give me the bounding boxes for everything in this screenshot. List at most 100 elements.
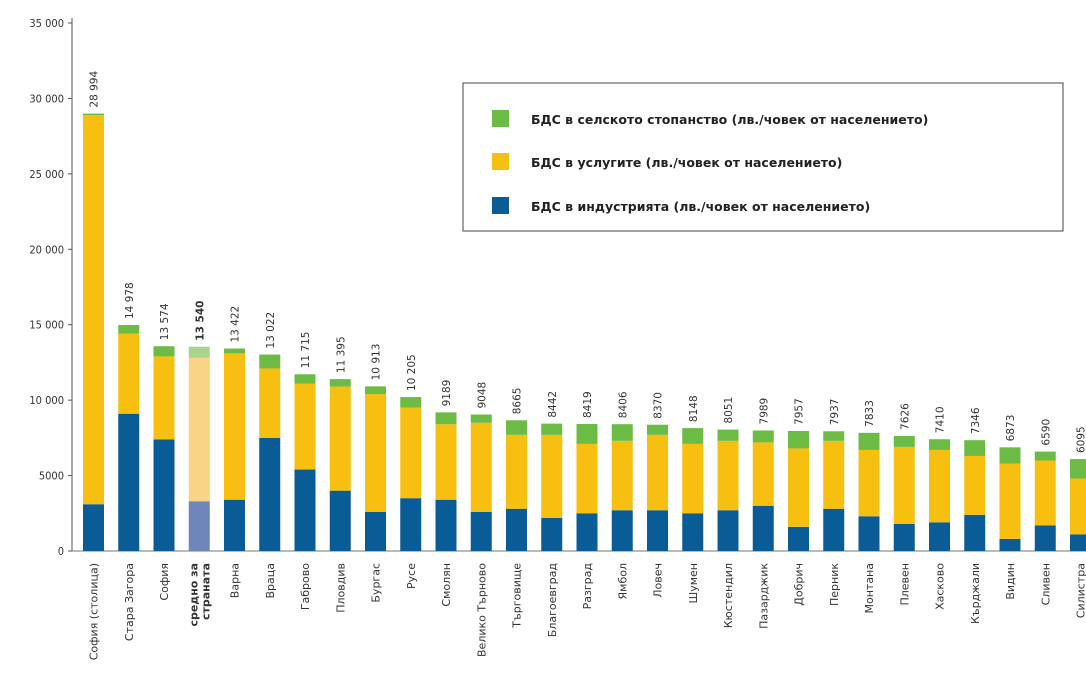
- bar-total-label: 6873: [1005, 415, 1017, 442]
- x-tick-label: Пловдив: [334, 563, 347, 613]
- x-tick-label: Разград: [581, 563, 594, 610]
- bar-segment-agriculture: [118, 325, 140, 334]
- x-tick-label: Кюстендил: [722, 563, 735, 628]
- bar-total-label: 11 395: [335, 336, 347, 373]
- bar-segment-industry: [682, 513, 704, 551]
- x-tick-label: Габрово: [299, 563, 312, 610]
- bar-segment-services: [752, 442, 774, 506]
- bar-total-label: 13 022: [265, 312, 277, 349]
- x-tick-label: Варна: [229, 563, 242, 598]
- bar-segment-industry: [294, 469, 316, 551]
- y-tick-label: 30 000: [29, 92, 64, 105]
- bar-segment-industry: [929, 522, 950, 551]
- bar-segment-services: [823, 440, 845, 509]
- bar-segment-industry: [717, 510, 739, 551]
- bar-segment-industry: [611, 510, 633, 551]
- bar-total-label: 7346: [970, 407, 982, 434]
- bar-segment-services: [788, 448, 809, 527]
- bar-segment-agriculture: [470, 414, 492, 423]
- bar-total-label: 8442: [547, 391, 559, 418]
- bar-total-label: 7989: [758, 398, 770, 425]
- bar-segment-agriculture: [224, 348, 245, 354]
- x-tick-label: Монтана: [863, 563, 876, 614]
- bar-segment-services: [224, 353, 245, 500]
- x-tick-label: Ямбол: [616, 563, 629, 600]
- bar-total-label: 11 715: [300, 332, 312, 369]
- bar-segment-industry: [647, 510, 668, 551]
- bar-segment-industry: [893, 523, 915, 551]
- bar-segment-agriculture: [929, 439, 950, 450]
- bar-total-label: 9048: [476, 382, 488, 409]
- bar-segment-services: [294, 383, 316, 470]
- bar-segment-agriculture: [1070, 459, 1086, 479]
- bars: [83, 113, 1086, 551]
- bar-segment-industry: [1070, 534, 1086, 551]
- bar-segment-industry: [224, 499, 245, 551]
- bar-segment-industry: [365, 511, 386, 551]
- x-tick-label: Сливен: [1039, 563, 1052, 605]
- bar-segment-services: [611, 440, 633, 511]
- x-tick-label: Добрич: [793, 563, 806, 606]
- legend-swatch-services: [492, 153, 509, 170]
- bar-total-label: 6095: [1076, 426, 1086, 453]
- bar-total-label: 7833: [864, 400, 876, 427]
- y-tick-label: 25 000: [29, 168, 64, 181]
- bar-segment-agriculture: [858, 432, 880, 450]
- bar-segment-services: [964, 455, 986, 515]
- bar-segment-industry: [329, 490, 351, 551]
- x-tick-label: Враца: [264, 563, 277, 599]
- bar-segment-services: [1034, 460, 1056, 526]
- legend-swatch-industry: [492, 197, 509, 214]
- bar-segment-services: [435, 424, 457, 500]
- bar-segment-services: [858, 449, 880, 517]
- bar-segment-agriculture: [1034, 451, 1056, 461]
- x-tick-label: Смолян: [440, 563, 453, 607]
- y-tick-label: 5000: [39, 470, 64, 483]
- bar-segment-services: [400, 407, 422, 499]
- x-tick-label: Русе: [405, 563, 418, 589]
- x-tick-label: София (столица): [88, 563, 101, 660]
- bar-segment-agriculture: [611, 424, 633, 441]
- bar-segment-industry: [118, 413, 140, 551]
- x-tick-label: Видин: [1004, 563, 1017, 600]
- legend-label-agriculture: БДС в селското стопанство (лв./човек от …: [531, 112, 928, 127]
- y-tick-label: 15 000: [29, 319, 64, 332]
- bar-segment-agriculture: [717, 429, 739, 441]
- x-tick-label: София: [158, 563, 171, 601]
- bar-total-label: 7410: [935, 406, 947, 433]
- bar-segment-industry: [470, 511, 492, 551]
- x-tick-label: средно застраната: [187, 563, 212, 627]
- bar-segment-agriculture: [400, 397, 422, 408]
- legend-swatch-agriculture: [492, 110, 509, 127]
- bar-segment-industry: [576, 513, 598, 551]
- bar-total-label: 14 978: [124, 282, 136, 319]
- x-tick-label: Плевен: [898, 563, 911, 606]
- bar-segment-agriculture: [294, 374, 316, 384]
- bar-segment-services: [188, 357, 210, 502]
- bar-segment-agriculture: [682, 428, 704, 444]
- bar-segment-industry: [506, 508, 527, 551]
- bar-total-label: 28 994: [89, 71, 101, 108]
- x-tick-label: Шумен: [687, 563, 700, 604]
- bar-segment-industry: [188, 501, 210, 551]
- x-tick-label: Стара Загора: [123, 563, 136, 641]
- bar-segment-industry: [858, 516, 880, 551]
- bar-segment-industry: [788, 526, 809, 551]
- bar-total-label: 13 422: [230, 306, 242, 343]
- legend-box: [462, 82, 1064, 232]
- bar-total-label: 8370: [653, 392, 665, 419]
- x-tick-label: Кърджали: [969, 563, 982, 624]
- bar-segment-services: [682, 443, 704, 514]
- y-tick-label: 35 000: [29, 17, 64, 30]
- bar-segment-industry: [823, 508, 845, 551]
- bar-segment-industry: [541, 517, 563, 551]
- bar-total-label: 7937: [829, 399, 841, 426]
- bar-total-label: 8419: [582, 391, 594, 418]
- bar-segment-agriculture: [83, 113, 104, 116]
- bar-segment-services: [541, 434, 563, 518]
- y-tick-label: 10 000: [29, 394, 64, 407]
- y-tick-label: 20 000: [29, 243, 64, 256]
- x-axis-labels: София (столица) Стара Загора София средно з…: [88, 563, 1086, 661]
- bar-total-label: 7626: [899, 403, 911, 430]
